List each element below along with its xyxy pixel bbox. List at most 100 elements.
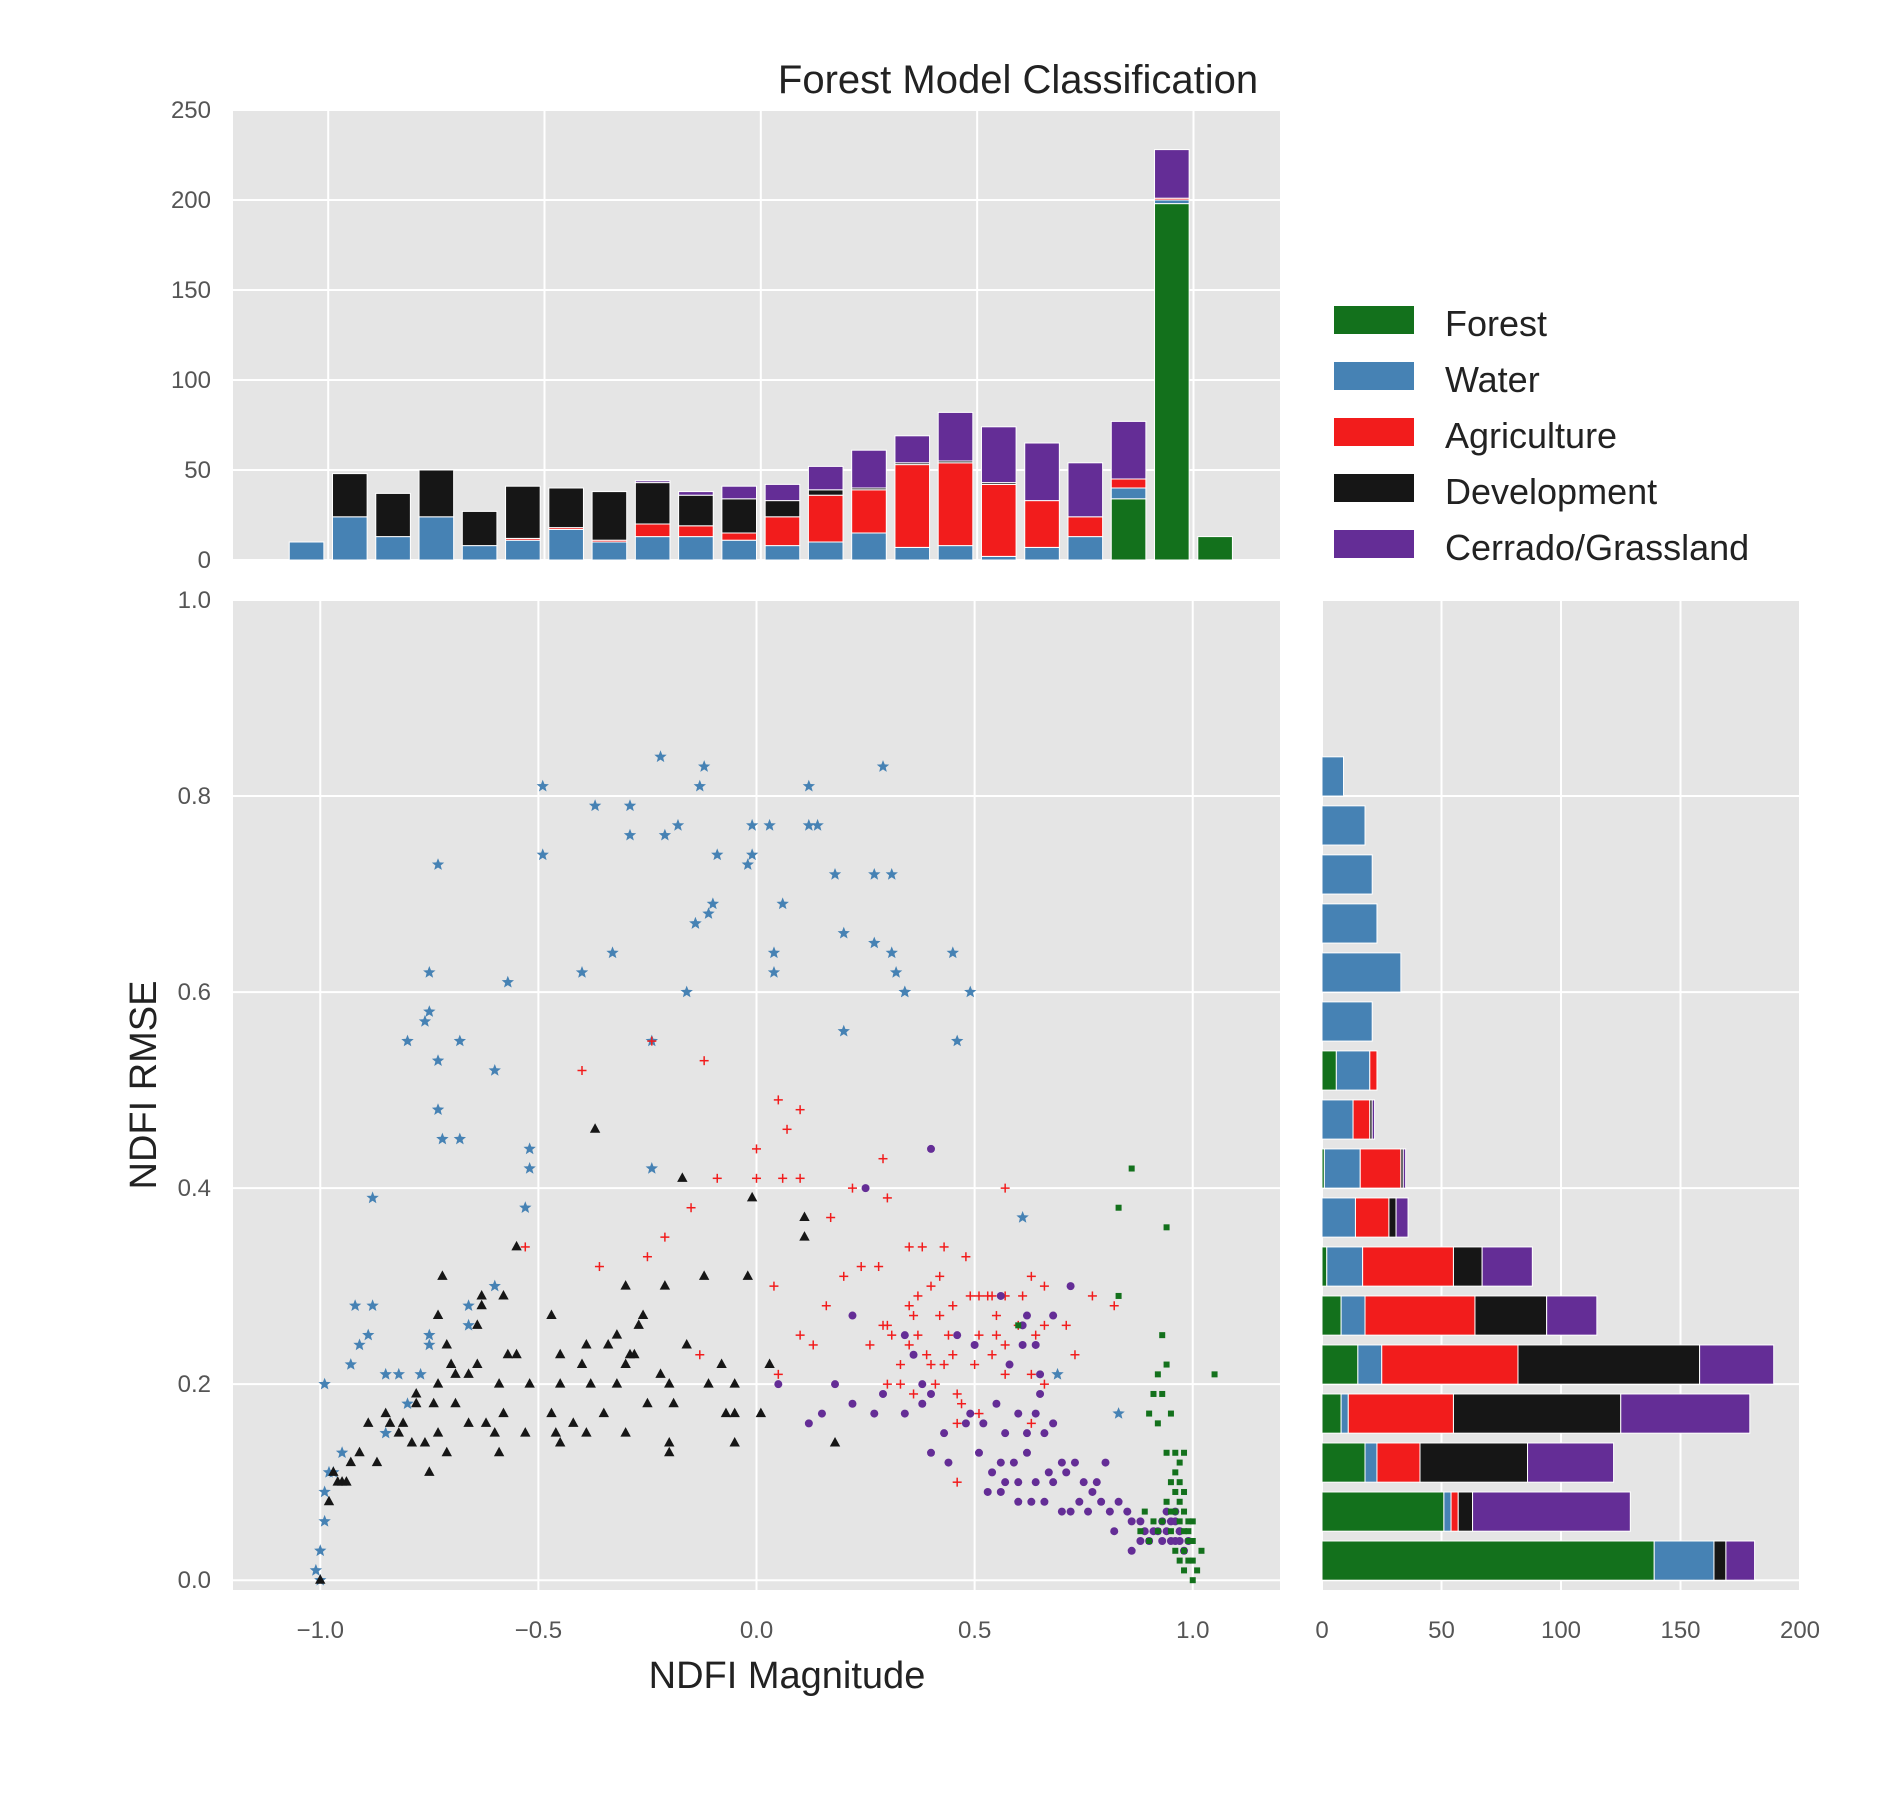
top-bar-segment-development — [548, 487, 584, 529]
scatter-point-forest — [1115, 1204, 1122, 1211]
legend-item-cerrado-grassland: Cerrado/Grassland — [1334, 527, 1749, 568]
scatter-point-agriculture — [913, 1291, 923, 1301]
scatter-point-water — [802, 779, 815, 792]
scatter-point-water — [876, 760, 890, 772]
right-bar-segment-water — [1321, 1001, 1373, 1042]
scatter-point-forest — [1137, 1528, 1144, 1535]
legend-label-water: Water — [1445, 359, 1540, 400]
scatter-x-tick-label: 1.0 — [1176, 1617, 1209, 1644]
right-bar-segment-water — [1321, 952, 1402, 993]
top-y-tick-label: 50 — [184, 457, 211, 484]
scatter-point-agriculture — [821, 1301, 831, 1311]
scatter-point-forest — [1176, 1557, 1183, 1564]
top-bar-segment-development — [807, 489, 844, 496]
scatter-point-cerrado-grassland — [944, 1458, 953, 1467]
scatter-point-cerrado-grassland — [979, 1419, 988, 1428]
scatter-point-cerrado-grassland — [900, 1409, 909, 1418]
legend-item-water: Water — [1334, 359, 1540, 400]
scatter-point-water — [423, 1005, 436, 1017]
scatter-point-agriculture — [839, 1271, 849, 1281]
scatter-point-water — [763, 818, 776, 831]
scatter-point-cerrado-grassland — [1001, 1478, 1010, 1487]
legend-swatch-water — [1334, 362, 1414, 390]
scatter-point-development — [755, 1407, 767, 1418]
scatter-point-forest — [1172, 1508, 1179, 1515]
scatter-point-agriculture — [974, 1409, 984, 1419]
right-bar-segment-forest — [1321, 1393, 1342, 1434]
scatter-point-cerrado-grassland — [1009, 1458, 1018, 1467]
scatter-point-water — [366, 1299, 379, 1311]
scatter-point-water — [689, 917, 702, 929]
scatter-point-development — [602, 1338, 614, 1349]
scatter-point-agriculture — [887, 1330, 897, 1340]
top-bar-segment-cerrado-grassland — [1154, 149, 1190, 199]
top-bar-segment-water — [807, 541, 844, 561]
scatter-point-agriculture — [926, 1360, 936, 1370]
scatter-point-agriculture — [974, 1291, 984, 1301]
scatter-point-water — [349, 1299, 362, 1311]
scatter-point-development — [323, 1495, 335, 1506]
top-bar-segment-development — [591, 491, 628, 541]
scatter-point-development — [554, 1436, 566, 1447]
scatter-point-cerrado-grassland — [1049, 1478, 1058, 1487]
right-bar-segment-cerrado-grassland — [1546, 1295, 1598, 1336]
scatter-point-forest — [1189, 1557, 1196, 1564]
top-bar-segment-water — [591, 541, 628, 561]
scatter-point-agriculture — [939, 1242, 949, 1252]
scatter-point-development — [746, 1191, 758, 1202]
scatter-point-forest — [1181, 1567, 1188, 1574]
right-bar-segment-cerrado-grassland — [1620, 1393, 1751, 1434]
legend-item-development: Development — [1334, 471, 1657, 512]
scatter-point-development — [729, 1436, 740, 1447]
scatter-point-agriculture — [991, 1330, 1001, 1340]
scatter-point-water — [951, 1034, 964, 1047]
scatter-point-cerrado-grassland — [1014, 1409, 1023, 1418]
scatter-x-tick-label: 0.5 — [958, 1617, 991, 1644]
scatter-point-water — [746, 848, 759, 861]
scatter-point-cerrado-grassland — [831, 1380, 840, 1389]
scatter-point-development — [419, 1436, 431, 1447]
right-bar-segment-forest — [1321, 1246, 1328, 1287]
scatter-point-forest — [1189, 1518, 1196, 1525]
scatter-point-water — [776, 897, 789, 910]
scatter-point-forest — [1163, 1449, 1170, 1456]
scatter-point-cerrado-grassland — [1105, 1507, 1114, 1516]
scatter-point-cerrado-grassland — [953, 1331, 962, 1340]
legend-swatch-development — [1334, 474, 1414, 502]
scatter-point-water — [423, 1328, 436, 1341]
scatter-point-cerrado-grassland — [1057, 1507, 1066, 1516]
scatter-point-water — [964, 985, 977, 998]
scatter-point-development — [664, 1378, 675, 1388]
scatter-point-water — [802, 818, 815, 831]
scatter-point-development — [655, 1368, 666, 1378]
scatter-point-agriculture — [699, 1056, 709, 1066]
right-bar-segment-development — [1452, 1393, 1622, 1434]
top-bar-segment-forest — [1197, 536, 1233, 561]
scatter-point-forest — [1176, 1498, 1183, 1505]
scatter-point-water — [671, 818, 685, 831]
scatter-point-cerrado-grassland — [848, 1311, 857, 1320]
right-bar-segment-agriculture — [1347, 1393, 1454, 1434]
scatter-point-water — [575, 966, 589, 978]
scatter-point-development — [668, 1397, 679, 1408]
scatter-point-cerrado-grassland — [966, 1409, 975, 1418]
scatter-point-water — [462, 1318, 475, 1331]
scatter-y-tick-label: 0.8 — [178, 783, 211, 810]
right-bar-segment-water — [1340, 1295, 1366, 1336]
scatter-point-water — [523, 1162, 536, 1174]
scatter-point-development — [681, 1338, 692, 1349]
top-bar-segment-forest — [1110, 498, 1147, 561]
scatter-point-forest — [1163, 1361, 1170, 1368]
scatter-point-water — [898, 985, 911, 998]
top-bar-segment-cerrado-grassland — [851, 449, 887, 489]
right-bar-segment-water — [1321, 805, 1366, 846]
scatter-x-tick-label: 0.0 — [740, 1617, 773, 1644]
scatter-point-forest — [1115, 1292, 1122, 1299]
scatter-point-development — [472, 1319, 483, 1329]
scatter-point-development — [432, 1378, 444, 1388]
top-bar-segment-agriculture — [721, 532, 757, 541]
scatter-point-water — [767, 966, 781, 978]
scatter-y-tick-label: 0.0 — [178, 1567, 211, 1594]
scatter-point-development — [498, 1289, 509, 1300]
scatter-point-cerrado-grassland — [1022, 1448, 1031, 1457]
